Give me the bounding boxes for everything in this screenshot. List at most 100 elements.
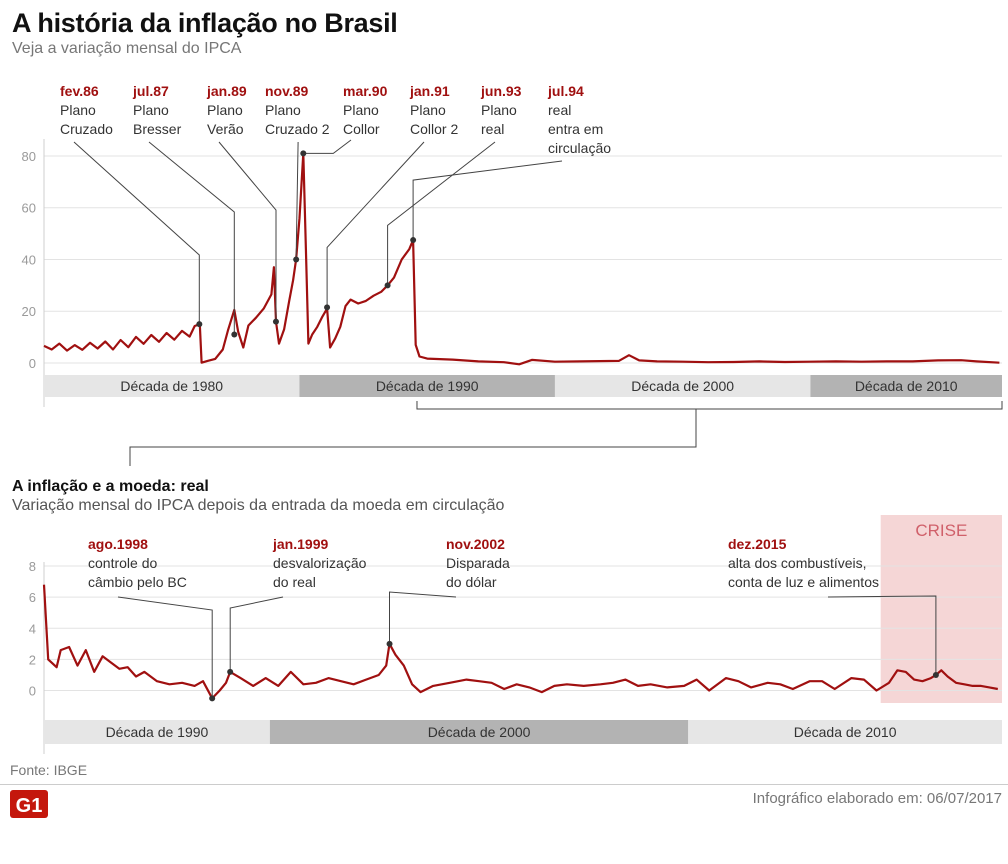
annotation-date: ago.1998	[88, 536, 148, 552]
annotation-leader	[229, 596, 284, 672]
annotation-text: Cruzado 2	[265, 121, 330, 137]
y-tick-label: 6	[29, 590, 36, 605]
annotation-text: Plano	[265, 102, 301, 118]
annotation-date: dez.2015	[728, 536, 787, 552]
annotation-text: do real	[273, 574, 316, 590]
annotation-leader	[218, 141, 277, 322]
decade-label: Década de 2000	[428, 724, 531, 740]
annotation-date: jul.94	[547, 83, 584, 99]
annotation-marker	[272, 318, 279, 325]
g1-logo-text: G1	[16, 795, 43, 817]
credit-note: Infográfico elaborado em: 06/07/2017	[752, 790, 1002, 807]
section-title: A inflação e a moeda: real	[12, 478, 209, 495]
annotation-marker	[196, 321, 203, 328]
y-tick-label: 0	[29, 684, 36, 699]
decade-label: Década de 1980	[120, 378, 223, 394]
y-tick-label: 4	[29, 621, 36, 636]
footer-divider	[0, 784, 1008, 785]
annotation-text: Collor 2	[410, 121, 458, 137]
y-tick-label: 2	[29, 652, 36, 667]
annotation-marker	[410, 237, 417, 244]
annotation-text: desvalorização	[273, 555, 367, 571]
annotation-text: Cruzado	[60, 121, 113, 137]
decade-label: Década de 2000	[631, 378, 734, 394]
annotation-date: jan.89	[206, 83, 247, 99]
g1-logo: G1	[10, 790, 48, 818]
decade-label: Década de 1990	[106, 724, 209, 740]
annotation-marker	[384, 282, 391, 289]
annotation-marker	[227, 668, 234, 675]
decade-band	[44, 375, 300, 397]
decade-band	[688, 720, 1002, 744]
decade-band	[269, 720, 689, 744]
real-era-connector	[129, 409, 697, 466]
decade-band	[810, 375, 1002, 397]
decade-label: Década de 1990	[376, 378, 479, 394]
annotation-marker	[932, 671, 939, 678]
annotation-leader	[827, 595, 937, 675]
annotation-marker	[300, 150, 307, 157]
annotation-date: jul.87	[132, 83, 169, 99]
ipca-series-line	[42, 584, 999, 700]
annotation-text: controle do	[88, 555, 157, 571]
annotation-marker	[209, 695, 216, 702]
y-tick-label: 40	[22, 252, 36, 267]
crise-label: CRISE	[915, 521, 967, 540]
section-subtitle: Variação mensal do IPCA depois da entrad…	[12, 497, 505, 514]
annotation-text: alta dos combustíveis,	[728, 555, 867, 571]
annotation-text: entra em	[548, 121, 603, 137]
decade-label: Década de 2010	[794, 724, 897, 740]
crise-shade	[880, 515, 1002, 703]
annotation-date: mar.90	[343, 83, 388, 99]
annotation-date: jun.93	[480, 83, 522, 99]
annotation-date: jan.1999	[272, 536, 328, 552]
annotation-leader	[387, 141, 496, 286]
y-tick-label: 8	[29, 559, 36, 574]
g1-logo-badge	[10, 790, 48, 818]
decade-band	[44, 720, 270, 744]
annotation-marker	[386, 640, 393, 647]
annotation-leader	[326, 141, 425, 308]
annotation-leader	[148, 141, 235, 335]
y-tick-label: 80	[22, 149, 36, 164]
y-tick-label: 20	[22, 304, 36, 319]
source-note: Fonte: IBGE	[10, 762, 88, 778]
annotation-text: câmbio pelo BC	[88, 574, 187, 590]
annotation-text: real	[481, 121, 504, 137]
annotation-text: conta de luz e alimentos	[728, 574, 879, 590]
annotation-text: Disparada	[446, 555, 510, 571]
annotation-marker	[293, 256, 300, 263]
annotation-text: do dólar	[446, 574, 497, 590]
annotation-text: Plano	[343, 102, 379, 118]
annotation-date: fev.86	[60, 83, 99, 99]
page-title: A história da inflação no Brasil	[12, 8, 398, 38]
annotation-leader	[73, 141, 200, 325]
annotation-leader	[389, 591, 457, 644]
annotation-leader	[117, 596, 213, 699]
annotation-text: Plano	[481, 102, 517, 118]
annotation-text: Plano	[133, 102, 169, 118]
page-subtitle: Veja a variação mensal do IPCA	[12, 40, 242, 57]
annotation-leader	[303, 139, 352, 154]
decade-label: Década de 2010	[855, 378, 958, 394]
annotation-date: nov.2002	[446, 536, 505, 552]
annotation-text: Plano	[60, 102, 96, 118]
annotation-text: Plano	[410, 102, 446, 118]
annotation-text: real	[548, 102, 571, 118]
annotation-leader	[412, 160, 563, 241]
annotation-date: jan.91	[409, 83, 450, 99]
decade-band	[554, 375, 811, 397]
annotation-marker	[324, 304, 331, 311]
real-era-bracket	[416, 401, 1003, 410]
y-tick-label: 60	[22, 201, 36, 216]
annotation-text: Verão	[207, 121, 244, 137]
annotation-date: nov.89	[265, 83, 309, 99]
annotation-text: Plano	[207, 102, 243, 118]
y-tick-label: 0	[29, 356, 36, 371]
annotation-text: Bresser	[133, 121, 182, 137]
annotation-text: Collor	[343, 121, 380, 137]
annotation-leader	[295, 141, 299, 260]
annotation-marker	[231, 331, 238, 338]
ipca-series-line	[43, 152, 1000, 366]
